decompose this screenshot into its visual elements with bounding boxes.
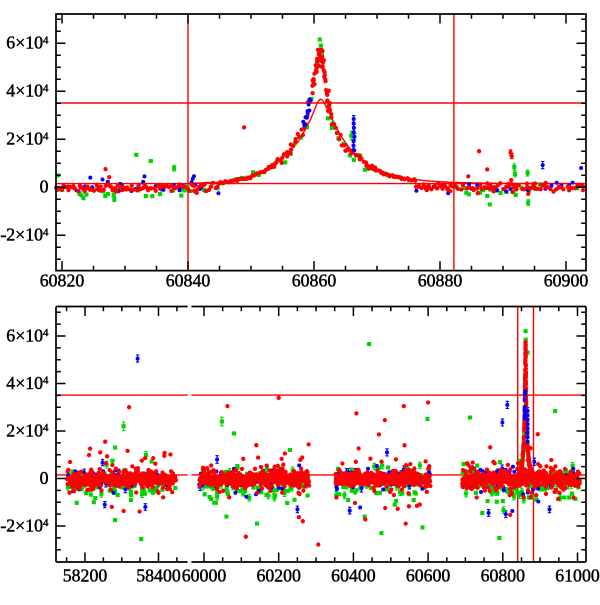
svg-text:6×104: 6×104	[6, 33, 49, 53]
svg-text:60820: 60820	[40, 271, 85, 291]
svg-text:0: 0	[40, 177, 49, 197]
svg-text:60840: 60840	[166, 271, 211, 291]
svg-text:60000: 60000	[182, 566, 227, 586]
svg-text:6×104: 6×104	[6, 325, 49, 345]
svg-text:-2×104: -2×104	[0, 515, 49, 535]
svg-text:60400: 60400	[331, 566, 376, 586]
svg-text:60800: 60800	[481, 566, 526, 586]
svg-text:60900: 60900	[544, 271, 589, 291]
svg-text:2×104: 2×104	[6, 420, 49, 440]
svg-text:60600: 60600	[406, 566, 451, 586]
svg-text:60200: 60200	[256, 566, 301, 586]
svg-text:60860: 60860	[292, 271, 337, 291]
svg-text:0: 0	[40, 468, 49, 488]
svg-text:2×104: 2×104	[6, 129, 49, 149]
svg-text:4×104: 4×104	[6, 81, 49, 101]
svg-text:4×104: 4×104	[6, 373, 49, 393]
svg-text:61000: 61000	[555, 566, 600, 586]
svg-text:60880: 60880	[418, 271, 463, 291]
svg-text:-2×104: -2×104	[0, 225, 49, 245]
svg-text:58200: 58200	[63, 566, 108, 586]
svg-text:58400: 58400	[136, 566, 181, 586]
